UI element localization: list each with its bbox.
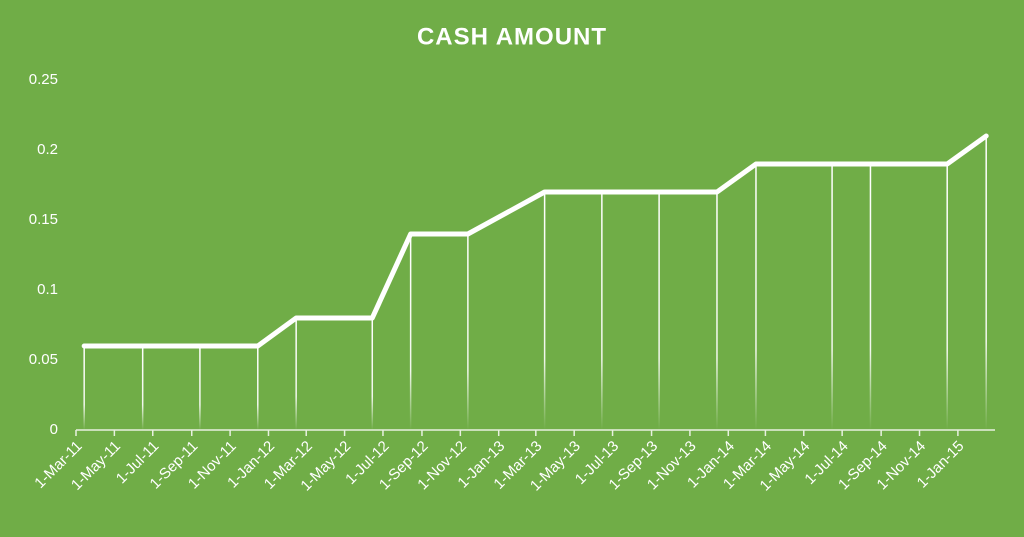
line-series	[81, 133, 989, 349]
drop-line	[946, 164, 948, 430]
drop-line	[295, 318, 297, 430]
drop-line	[658, 192, 660, 430]
y-tick-label: 0	[50, 421, 58, 438]
y-tick-label: 0.15	[29, 211, 58, 228]
drop-line	[199, 346, 201, 430]
drop-line	[83, 346, 85, 430]
drop-line	[869, 164, 872, 430]
drop-line	[601, 192, 603, 430]
drop-line	[141, 346, 144, 430]
y-tick-label: 0.25	[29, 71, 58, 88]
drop-line	[543, 192, 546, 430]
drop-line	[371, 318, 374, 430]
y-tick-label: 0.05	[29, 351, 58, 368]
drop-line	[831, 164, 833, 430]
y-tick-label: 0.2	[37, 141, 58, 158]
drop-line	[716, 192, 718, 430]
y-tick-label: 0.1	[37, 281, 58, 298]
drop-line	[409, 234, 412, 430]
drop-line	[985, 136, 987, 430]
chart-title: CASH AMOUNT	[417, 23, 607, 50]
drop-line	[467, 234, 469, 430]
drop-line	[755, 164, 757, 430]
drop-line	[257, 346, 259, 430]
